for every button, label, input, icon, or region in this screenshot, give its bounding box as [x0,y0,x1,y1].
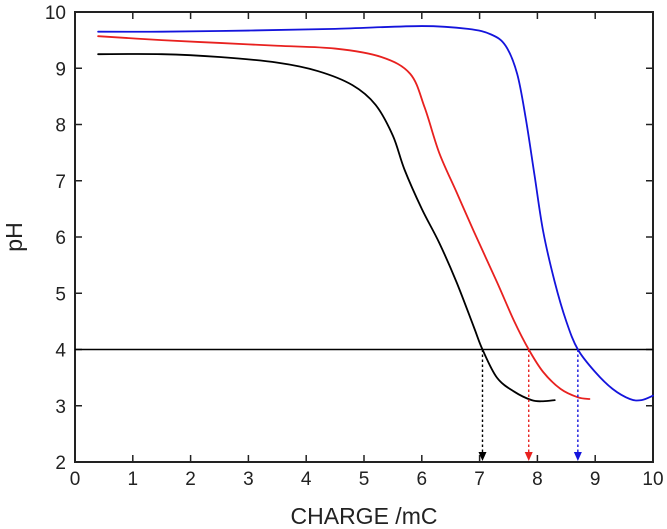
y-tick-label: 9 [55,59,66,80]
x-tick-label: 2 [185,469,196,490]
x-tick-label: 9 [590,469,601,490]
x-tick-label: 5 [359,469,370,490]
y-tick-label: 3 [55,397,66,418]
series-line-0 [97,53,556,403]
x-tick-label: 8 [532,469,543,490]
x-tick-label: 4 [301,469,312,490]
y-tick-label: 6 [55,228,66,249]
y-tick-label: 8 [55,116,66,137]
x-axis-title: CHARGE /mC [291,503,438,529]
plot-frame [74,11,654,463]
y-tick-label: 7 [55,172,66,193]
drop-arrow-2 [573,452,582,461]
x-axis-ticks: 0 1 2 3 4 5 6 7 8 9 10 [70,12,664,490]
series-line-2 [97,25,654,402]
x-tick-label: 7 [474,469,485,490]
y-tick-label: 2 [55,453,66,474]
x-tick-label: 10 [642,469,663,490]
y-tick-label: 5 [55,284,66,305]
y-axis-title: pH [1,222,27,251]
x-tick-label: 0 [70,469,81,490]
y-tick-label: 10 [45,3,66,24]
series-line-1 [97,35,591,400]
y-axis-ticks: 2 3 4 5 6 7 8 9 10 [45,3,653,474]
drop-arrow-0 [478,452,487,461]
x-tick-label: 1 [128,469,139,490]
series-layer [97,25,654,403]
drop-arrow-1 [524,452,533,461]
y-tick-label: 4 [55,341,66,362]
x-tick-label: 3 [243,469,254,490]
x-tick-label: 6 [417,469,428,490]
drop-marker-layer [478,349,582,461]
